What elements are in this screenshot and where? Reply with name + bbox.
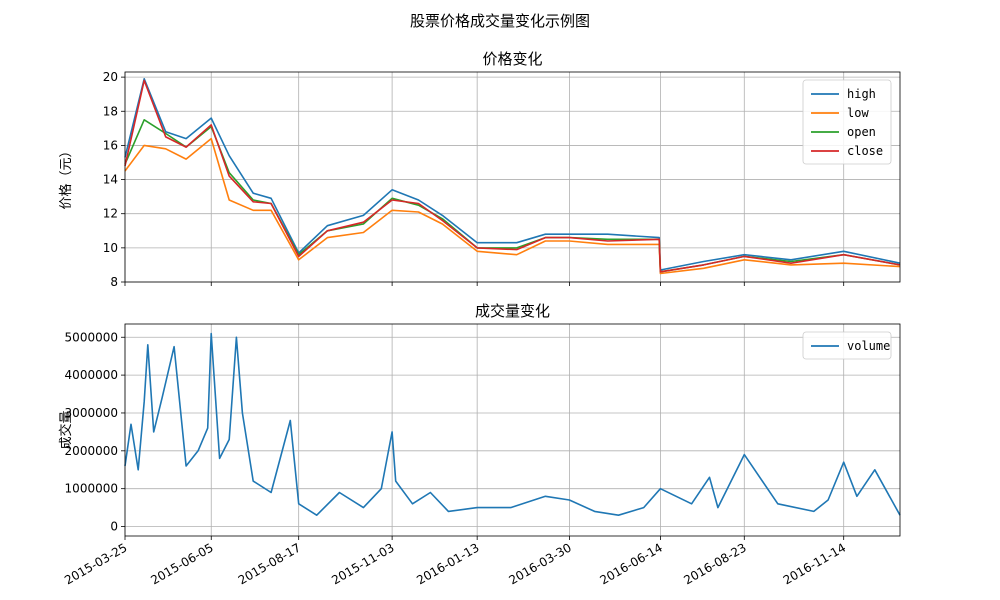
legend-label-low: low	[847, 106, 869, 120]
price-chart: 价格变化 8 10 12 14 16 18 20 价格（元） high low open close	[58, 50, 901, 289]
volume-chart: 成交量变化 0 1000000 2000000 3000000 4000000 500000…	[58, 302, 901, 587]
plot-frame	[124, 323, 901, 537]
series-line-close	[124, 79, 901, 273]
y-tick-label: 0	[110, 520, 118, 534]
legend-label-open: open	[847, 125, 876, 139]
y-tick-label: 8	[110, 275, 118, 289]
y-tick-label: 5000000	[65, 330, 118, 344]
x-tick-label: 2015-03-25	[62, 540, 129, 587]
chart-title: 价格变化	[482, 50, 542, 68]
x-tick-label: 2015-11-03	[329, 540, 396, 587]
x-tick-label: 2016-01-13	[414, 540, 481, 587]
y-tick-label: 1000000	[65, 482, 118, 496]
y-axis-label: 价格（元）	[58, 144, 74, 209]
series-line-low	[124, 137, 901, 275]
chart-title: 成交量变化	[475, 302, 550, 320]
y-tick-label: 3000000	[65, 406, 118, 420]
y-tick-label: 16	[103, 138, 118, 152]
series-line-high	[124, 78, 901, 271]
legend-label-volume: volume	[847, 339, 890, 353]
legend-box	[802, 79, 892, 165]
figure-title: 股票价格成交量变化示例图	[410, 12, 590, 30]
x-tick-label: 2015-06-05	[148, 540, 215, 587]
y-tick-label: 10	[103, 241, 118, 255]
x-tick-label: 2016-03-30	[506, 540, 573, 587]
y-axis-label: 成交量	[58, 410, 74, 449]
x-tick-label: 2016-11-14	[781, 540, 848, 587]
x-tick-label: 2016-06-14	[598, 540, 665, 587]
plot-frame	[124, 71, 901, 283]
legend: high low open close	[802, 79, 892, 165]
y-tick-label: 2000000	[65, 444, 118, 458]
x-tick-label: 2016-08-23	[681, 540, 748, 587]
y-tick-label: 18	[103, 104, 118, 118]
legend-box	[802, 331, 892, 360]
legend: volume	[802, 331, 892, 360]
x-tick-label: 2015-08-17	[236, 540, 303, 587]
y-tick-label: 12	[103, 207, 118, 221]
y-tick-label: 14	[103, 173, 118, 187]
series-line-volume	[124, 332, 901, 517]
y-tick-label: 20	[103, 70, 118, 84]
legend-label-high: high	[847, 87, 876, 101]
legend-label-close: close	[847, 144, 883, 158]
y-tick-label: 4000000	[65, 368, 118, 382]
